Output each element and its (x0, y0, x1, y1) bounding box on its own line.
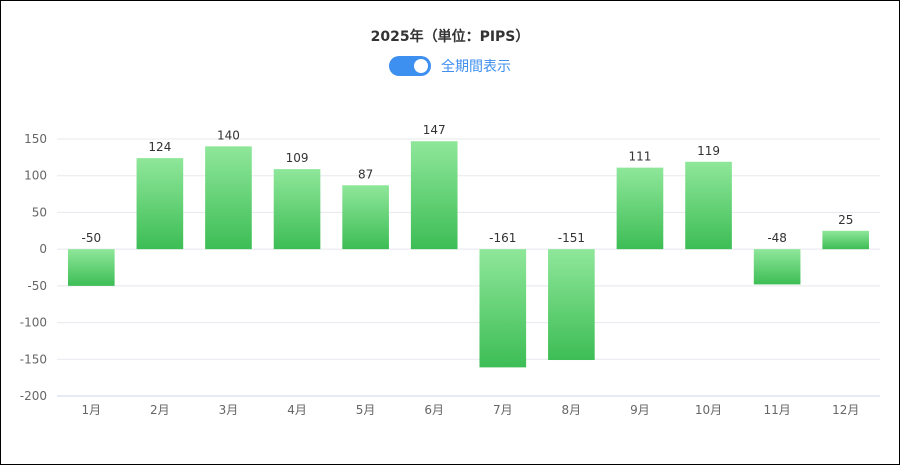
y-tick-label: 150 (24, 132, 47, 146)
chart-title: 2025年（単位：PIPS） (370, 29, 530, 45)
y-axis-ticks: 150 100 50 0 -50 -100 -150 -200 (20, 132, 47, 403)
grid-lines (57, 138, 880, 397)
x-tick-label: 2月 (150, 403, 170, 417)
data-label: -48 (767, 231, 787, 245)
toggle-knob (414, 59, 428, 73)
bar[interactable] (136, 158, 184, 250)
data-label: 25 (838, 213, 853, 227)
x-tick-label: 11月 (763, 403, 790, 417)
bar[interactable] (822, 230, 870, 250)
data-label: 87 (358, 167, 373, 181)
y-tick-label: -100 (20, 316, 47, 330)
data-label: -151 (558, 231, 585, 245)
y-tick-label: -200 (20, 389, 47, 403)
data-label: 147 (423, 123, 446, 137)
x-tick-label: 6月 (424, 403, 444, 417)
x-tick-label: 10月 (695, 403, 722, 417)
y-tick-label: 50 (32, 205, 47, 219)
toggle-label: 全期間表示 (441, 59, 511, 75)
bar[interactable] (548, 249, 595, 361)
x-tick-label: 4月 (287, 403, 307, 417)
data-labels: -50 124 140 109 87 147 -161 -151 111 119 -48 25 (81, 123, 853, 245)
data-label: 140 (217, 128, 240, 142)
y-tick-label: -150 (20, 352, 47, 366)
data-label: -50 (81, 231, 101, 245)
bar[interactable] (67, 249, 115, 286)
y-tick-label: -50 (27, 279, 47, 293)
x-tick-label: 12月 (832, 403, 859, 417)
bar[interactable] (410, 141, 458, 250)
x-axis-ticks: 1月 2月 3月 4月 5月 6月 7月 8月 9月 10月 11月 12月 (81, 403, 859, 417)
bar[interactable] (273, 169, 321, 250)
x-tick-label: 3月 (219, 403, 239, 417)
data-label: -161 (489, 231, 516, 245)
bar[interactable] (753, 249, 801, 285)
bar[interactable] (342, 185, 389, 250)
x-tick-label: 9月 (630, 403, 650, 417)
bars (67, 141, 870, 368)
all-period-toggle[interactable]: 全期間表示 (389, 55, 511, 77)
x-tick-label: 8月 (562, 403, 582, 417)
data-label: 124 (148, 140, 171, 154)
x-tick-label: 5月 (356, 403, 376, 417)
bar[interactable] (479, 249, 527, 368)
data-label: 111 (629, 150, 652, 164)
data-label: 119 (697, 144, 720, 158)
bar[interactable] (616, 167, 664, 250)
bar[interactable] (685, 161, 732, 250)
data-label: 109 (286, 151, 309, 165)
y-tick-label: 0 (39, 242, 47, 256)
toggle-switch[interactable] (389, 56, 431, 76)
y-tick-label: 100 (24, 169, 47, 183)
x-tick-label: 7月 (493, 403, 513, 417)
bar[interactable] (205, 146, 252, 250)
x-tick-label: 1月 (81, 403, 101, 417)
